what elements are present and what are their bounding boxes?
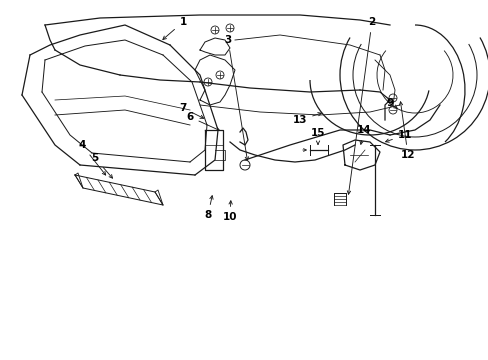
Text: 4: 4 — [78, 140, 105, 175]
Text: 9: 9 — [386, 98, 396, 108]
Text: 1: 1 — [163, 17, 186, 40]
Text: 11: 11 — [385, 130, 411, 142]
Text: 10: 10 — [223, 201, 237, 222]
Text: 5: 5 — [91, 153, 112, 178]
Text: 6: 6 — [186, 112, 219, 131]
Text: 15: 15 — [310, 128, 325, 144]
Text: 14: 14 — [356, 125, 370, 144]
Text: 12: 12 — [399, 102, 414, 160]
Text: 2: 2 — [346, 17, 375, 194]
Text: 3: 3 — [224, 35, 248, 160]
Text: 7: 7 — [179, 103, 203, 118]
Text: 13: 13 — [292, 113, 321, 125]
Text: 8: 8 — [204, 196, 213, 220]
